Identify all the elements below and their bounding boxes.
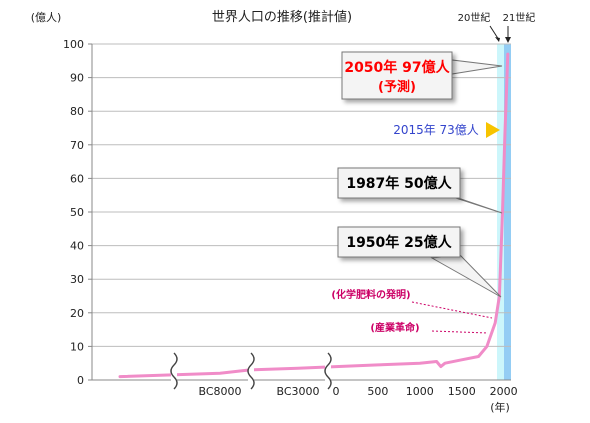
x-tick-label: BC3000 <box>276 385 319 398</box>
callout-1987-text: 1987年 50億人 <box>346 175 452 192</box>
century-label-20: 20世紀 <box>458 11 491 24</box>
century-arrowhead-21 <box>505 37 511 43</box>
y-tick-label: 60 <box>70 172 84 185</box>
y-tick-label: 30 <box>70 273 84 286</box>
population-line <box>118 52 510 379</box>
annotation-industrial-leader <box>431 330 489 334</box>
callout-1987-box <box>337 167 461 199</box>
x-tick-label: BC8000 <box>198 385 241 398</box>
callout-1950-box <box>337 226 461 258</box>
axis-break-mark <box>170 352 178 390</box>
y-tick-label: 80 <box>70 105 84 118</box>
y-tick-label: 40 <box>70 240 84 253</box>
y-tick-label: 90 <box>70 72 84 85</box>
y-axis-label: (億人) <box>31 11 62 24</box>
axis-break-mark <box>324 352 332 390</box>
axis-breaks <box>170 352 332 390</box>
axis-break-gap <box>325 354 331 390</box>
callout-2050-pointer <box>451 59 503 75</box>
x-tick-label: 2000 <box>490 385 518 398</box>
annotation-2015-text: 2015年 73億人 <box>393 123 479 137</box>
y-tick-label: 70 <box>70 139 84 152</box>
y-tick-label: 20 <box>70 307 84 320</box>
annotation-2015-marker <box>486 122 500 138</box>
x-axis-label: (年) <box>490 400 510 414</box>
callout-1950: 1950年 25億人 <box>337 226 502 298</box>
axis-break-gap <box>248 354 254 390</box>
century-arrowhead-20 <box>495 37 500 42</box>
century-label-21: 21世紀 <box>503 11 536 24</box>
callout-2050-box <box>341 51 453 100</box>
y-tick-label: 50 <box>70 206 84 219</box>
x-tick-label: 1500 <box>448 385 476 398</box>
callout-2050-line1: 2050年 97億人 <box>344 59 450 76</box>
annotation-fertilizer-leader <box>411 301 493 319</box>
x-tick-labels: BC8000 BC3000 0 500 1000 1500 2000 <box>198 385 517 398</box>
y-tick-label: 0 <box>77 374 84 387</box>
callout-2050: 2050年 97億人 (予測) <box>341 51 503 100</box>
callout-1987: 1987年 50億人 <box>337 167 503 214</box>
x-tick-label: 500 <box>367 385 388 398</box>
x-tick-label: 1000 <box>406 385 434 398</box>
callout-1950-pointer <box>430 254 502 298</box>
annotation-fertilizer-text: (化学肥料の発明) <box>331 288 410 301</box>
axis-break-mark <box>247 352 255 390</box>
chart-title: 世界人口の推移(推計値) <box>212 9 352 25</box>
callout-1950-text: 1950年 25億人 <box>346 234 452 251</box>
axis-break-gap <box>171 354 177 390</box>
callout-2050-line2: (予測) <box>378 79 416 95</box>
y-tick-label: 100 <box>63 38 84 51</box>
annotation-industrial-text: (産業革命) <box>370 321 419 334</box>
x-tick-label: 0 <box>333 385 340 398</box>
series-population <box>118 52 510 379</box>
y-tick-label: 10 <box>70 340 84 353</box>
y-tick-labels: 0 10 20 30 40 50 60 70 80 90 100 <box>63 38 92 387</box>
